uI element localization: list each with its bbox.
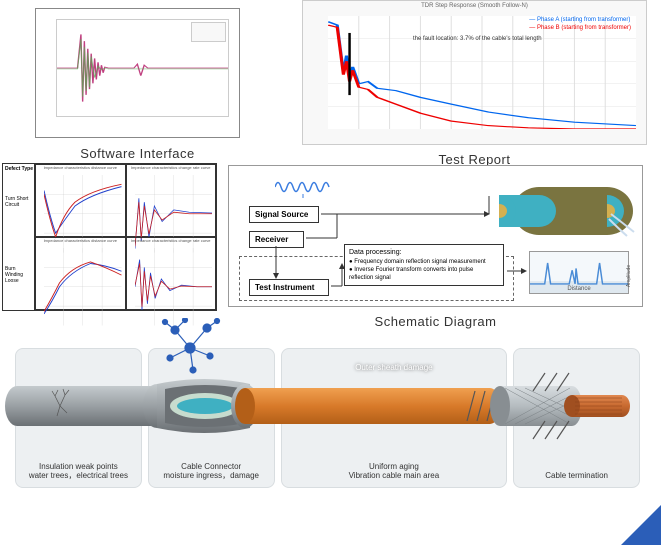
defect-label-column: Defect Type Turn Short Circuit Burn Wind… [3, 164, 35, 310]
defect-row1-label: Turn Short Circuit [5, 196, 33, 208]
legend-phase-b: — Phase B (starting from transformer) [529, 25, 631, 31]
seg2-label: Cable Connector moisture ingress，damage [153, 462, 270, 481]
corner-triangle-decoration [621, 505, 661, 545]
legend-phase-a: — Phase A (starting from transformer) [529, 17, 631, 23]
defect-cell-tl: Impedance characteristics distance curve [35, 164, 126, 237]
schematic-caption: Schematic Diagram [228, 314, 643, 329]
defect-cell-tr: Impedance characteristics change rate cu… [126, 164, 217, 237]
data-processing-box: Data processing: ● Frequency domain refl… [344, 244, 504, 286]
signal-wave-icon [275, 176, 335, 198]
test-report-title: TDR Step Response (Smooth Follow-N) [303, 3, 646, 9]
test-instrument-box: Test Instrument [249, 279, 329, 296]
receiver-box: Receiver [249, 231, 304, 248]
seg4-label: Cable termination [518, 471, 635, 481]
schematic-mini-plot: Distance Amplitude [529, 251, 629, 294]
defect-cell-br: Impedance characteristics change rate cu… [126, 237, 217, 310]
defect-grid: Impedance characteristics distance curve… [35, 164, 216, 310]
software-interface-plot [56, 19, 229, 117]
data-proc-title: Data processing: [349, 248, 499, 257]
schematic-panel: Signal Source Receiver Test Instrument D… [228, 165, 643, 307]
defect-cell-bl: Impedance characteristics distance curve [35, 237, 126, 310]
defect-row2-label: Burn Winding Loose [5, 266, 33, 284]
seg1-label: Insulation weak points water trees，elect… [20, 462, 137, 481]
data-proc-item1: ● Frequency domain reflection signal mea… [349, 259, 499, 267]
cable-defects-strip: Insulation weak points water trees，elect… [5, 336, 650, 488]
software-interface-panel [35, 8, 240, 138]
test-report-annotation: the fault location: 3.7% of the cable's … [413, 36, 542, 42]
data-proc-item2: ● Inverse Fourier transform converts int… [349, 267, 499, 283]
seg3-label: Uniform aging Vibration cable main area [286, 462, 503, 481]
cable-cross-section-icon [499, 184, 639, 239]
amplitude-axis-label: Amplitude [626, 264, 632, 286]
defect-type-panel: Defect Type Turn Short Circuit Burn Wind… [2, 163, 217, 311]
distance-axis-label: Distance [530, 286, 628, 292]
software-interface-caption: Software Interface [35, 146, 240, 161]
signal-source-box: Signal Source [249, 206, 319, 223]
test-report-legend: — Phase A (starting from transformer) — … [529, 17, 631, 33]
defect-header: Defect Type [5, 166, 33, 172]
software-interface-legend [191, 22, 226, 42]
molecule-icon [155, 318, 225, 378]
test-report-panel: TDR Step Response (Smooth Follow-N) — Ph… [302, 0, 647, 145]
cable-body-illustration [5, 371, 650, 441]
